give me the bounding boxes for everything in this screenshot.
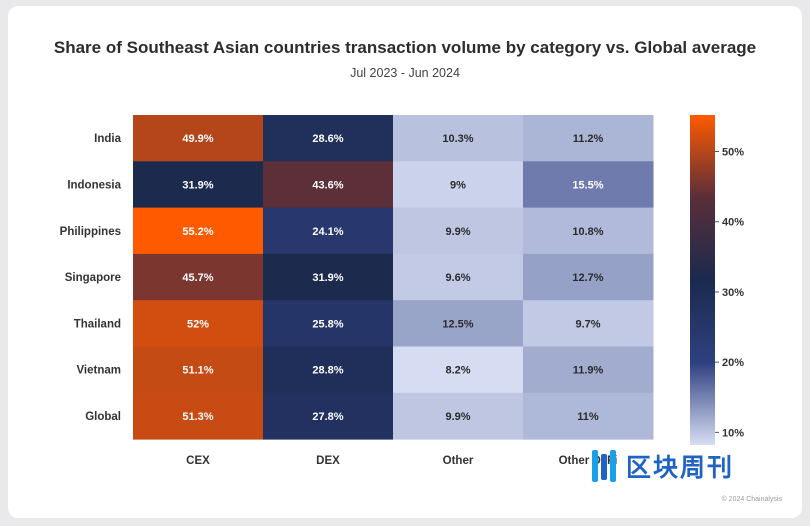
colorbar-tick-label: 50% (722, 147, 744, 159)
colorbar-tick-label: 20% (722, 357, 744, 369)
cell-value-label: 24.1% (312, 226, 343, 238)
cell-value-label: 10.3% (442, 133, 473, 145)
cell-value-label: 31.9% (182, 179, 213, 191)
cell-value-label: 8.2% (445, 365, 470, 377)
row-label: Thailand (74, 318, 121, 330)
heatmap-cell (393, 392, 524, 440)
cell-value-label: 28.8% (312, 365, 343, 377)
colorbar-gradient (690, 115, 715, 445)
cell-value-label: 27.8% (312, 411, 343, 423)
cell-value-label: 9.7% (575, 318, 600, 330)
cell-value-label: 43.6% (312, 179, 343, 191)
cell-value-label: 9.9% (445, 226, 470, 238)
heatmap-cell (133, 161, 264, 209)
row-label: Singapore (65, 272, 121, 284)
colorbar-tick-label: 10% (722, 427, 744, 439)
heatmap-cell (263, 161, 394, 209)
heatmap-cell (263, 207, 394, 255)
heatmap-cell (523, 161, 654, 209)
cell-value-label: 11.2% (573, 133, 604, 145)
heatmap-cell (523, 115, 654, 162)
cell-value-label: 51.3% (182, 411, 213, 423)
cell-value-label: 28.6% (312, 133, 343, 145)
heatmap-cell (133, 207, 264, 255)
cell-value-label: 31.9% (312, 272, 343, 284)
heatmap-cell (523, 392, 654, 440)
heatmap-cell (133, 115, 264, 162)
heatmap-cell (263, 346, 394, 394)
column-label: CEX (186, 455, 210, 467)
heatmap-cell (133, 346, 264, 394)
colorbar-tick-label: 30% (722, 287, 744, 299)
heatmap-cell (133, 392, 264, 440)
heatmap-cell (133, 300, 264, 347)
heatmap-cell (133, 253, 264, 301)
column-labels: CEX DEX Other Other DeFi (186, 455, 617, 467)
cell-value-label: 52% (187, 318, 209, 330)
heatmap-cell (263, 115, 394, 162)
cell-value-label: 11.9% (573, 365, 604, 377)
heatmap-cell (263, 300, 394, 347)
cell-value-label: 9.6% (445, 272, 470, 284)
chart-subtitle: Jul 2023 - Jun 2024 (350, 66, 460, 80)
heatmap-cell (393, 253, 524, 301)
heatmap-cell (523, 346, 654, 394)
row-label: Philippines (60, 226, 121, 238)
heatmap-cell (393, 300, 524, 347)
cell-value-label: 45.7% (182, 272, 213, 284)
heatmap-cell (523, 300, 654, 347)
cell-value-label: 25.8% (312, 318, 343, 330)
row-label: India (94, 133, 121, 145)
heatmap-cell (393, 115, 524, 162)
colorbar: 10% 20% 30% 40% 50% (690, 115, 744, 445)
cell-value-label: 10.8% (572, 226, 603, 238)
heatmap-cell (523, 253, 654, 301)
cell-value-label: 51.1% (182, 365, 213, 377)
colorbar-tick-label: 40% (722, 217, 744, 229)
cell-value-label: 49.9% (182, 133, 213, 145)
chart-title: Share of Southeast Asian countries trans… (53, 38, 757, 57)
cell-value-label: 9% (450, 179, 466, 191)
cell-value-label: 55.2% (182, 226, 213, 238)
cell-value-label: 15.5% (572, 179, 603, 191)
heatmap-cell (393, 346, 524, 394)
column-label: Other (443, 455, 474, 467)
cell-value-label: 11% (577, 411, 599, 423)
row-labels: India Indonesia Philippines Singapore Thaila… (60, 133, 122, 423)
column-label: DEX (316, 455, 340, 467)
cell-value-label: 12.7% (572, 272, 603, 284)
heatmap-cell (523, 207, 654, 255)
credit-text: © 2024 Chainalysis (721, 496, 782, 503)
row-label: Indonesia (67, 179, 121, 191)
watermark-logo-icon (592, 450, 616, 482)
watermark-text: 区块周刊 (626, 454, 735, 482)
row-label: Vietnam (76, 365, 121, 377)
heatmap-cell (393, 207, 524, 255)
cell-value-label: 9.9% (445, 411, 470, 423)
cell-value-label: 12.5% (442, 318, 473, 330)
heatmap-cell (263, 392, 394, 440)
heatmap-cell (393, 161, 524, 209)
heatmap-cells: 49.9% 28.6% 10.3% 11.2% 31.9% 43.6% 9% 15.5% 55.… (133, 115, 654, 440)
row-label: Global (85, 411, 121, 423)
heatmap-cell (263, 253, 394, 301)
